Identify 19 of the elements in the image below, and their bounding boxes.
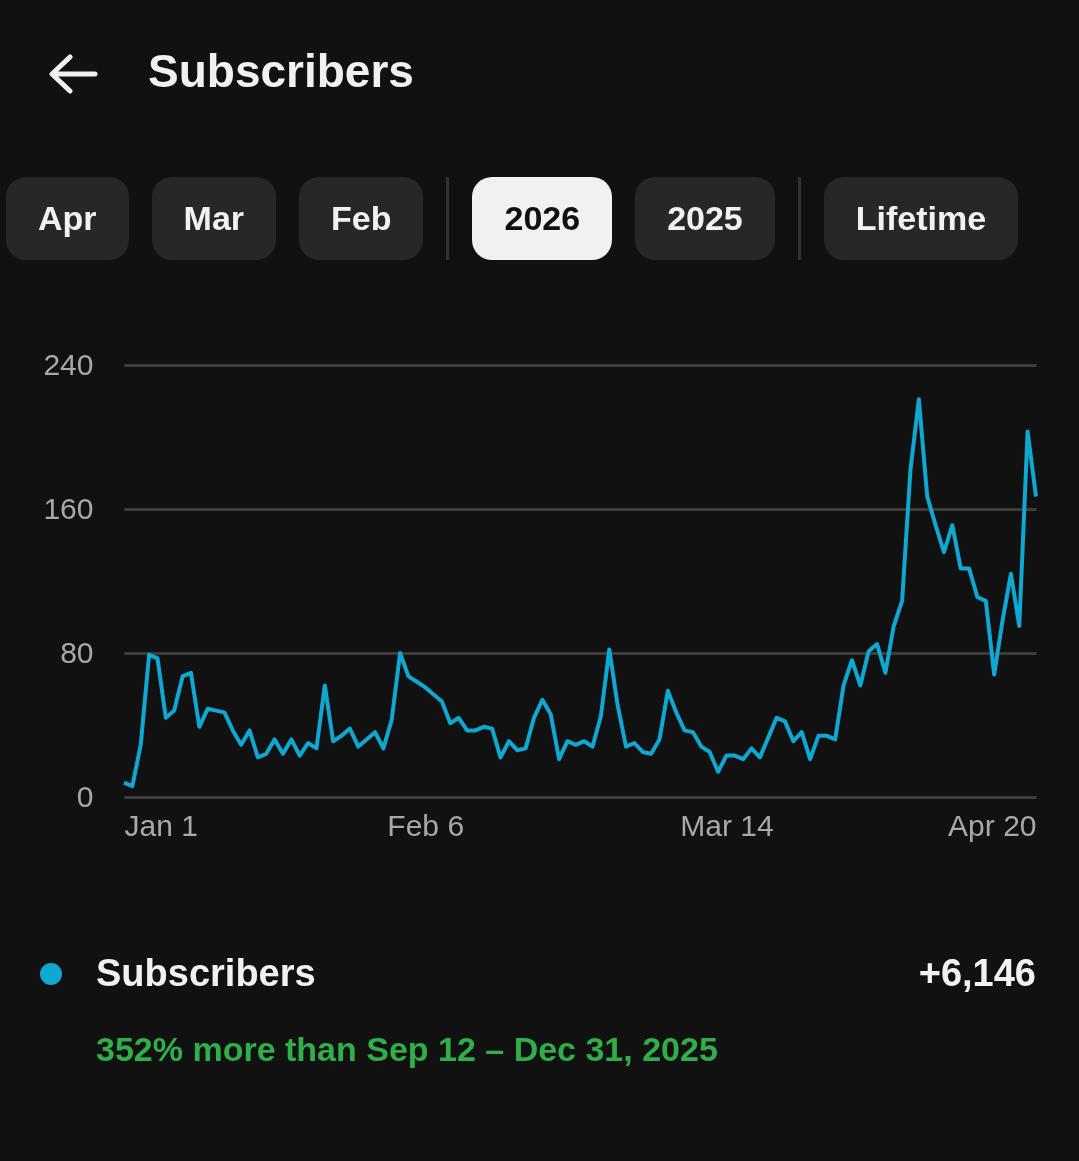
text: Mar (151, 177, 277, 260)
legend-label: Subscribers (96, 952, 317, 995)
text: 352% more than Sep 12 – Dec 31, 2025 (96, 1030, 718, 1069)
line-series (122, 397, 1038, 789)
text: Lifetime (823, 177, 1019, 260)
y-tick-label: 0 (76, 779, 94, 813)
y-tick-label: 80 (60, 635, 94, 669)
y-tick-label: 240 (43, 347, 94, 381)
x-tick-label: Jan 1 (124, 808, 198, 842)
text: Feb (299, 177, 424, 260)
y-tick-label: 160 (43, 491, 94, 525)
text: 2025 (635, 177, 775, 260)
text: Apr (6, 177, 129, 260)
x-tick-label: Feb 6 (387, 808, 465, 842)
x-tick-label: Mar 14 (680, 808, 774, 842)
x-tick-label: Apr 20 (948, 808, 1037, 842)
text: +6,146 (918, 952, 1036, 995)
chart-title: Subscribers (148, 44, 414, 98)
text: 2026 (472, 177, 613, 260)
